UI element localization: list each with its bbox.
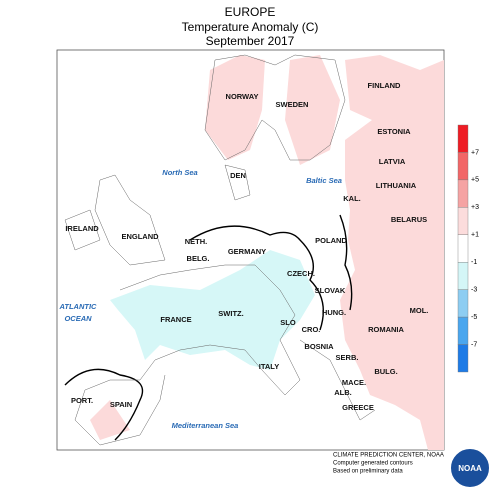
country-label: DEN	[230, 171, 246, 180]
legend-swatch	[457, 289, 469, 318]
legend-label: +7	[471, 149, 479, 156]
sea-label: North Sea	[162, 168, 197, 177]
country-label: SWITZ.	[218, 309, 243, 318]
footer-line: Computer generated contours	[333, 461, 413, 467]
legend-label: +3	[471, 204, 479, 211]
sea-label: Mediterranean Sea	[172, 421, 239, 430]
coastlines	[64, 54, 376, 446]
country-label: SLOVAK	[315, 286, 346, 295]
country-label: ROMANIA	[368, 325, 404, 334]
contours	[64, 214, 353, 441]
country-label: POLAND	[315, 236, 347, 245]
legend-swatch	[457, 262, 469, 290]
legend-swatch	[457, 234, 469, 263]
legend-swatch	[457, 179, 469, 208]
country-label: LATVIA	[379, 157, 406, 166]
legend-label: +5	[471, 177, 479, 184]
country-label: BELARUS	[391, 215, 427, 224]
legend-swatch	[457, 344, 469, 373]
country-label: SWEDEN	[276, 100, 309, 109]
country-label: MOL.	[410, 306, 429, 315]
country-label: SPAIN	[110, 400, 132, 409]
sea-label: ATLANTIC OCEAN	[59, 302, 98, 323]
legend-label: -5	[471, 314, 477, 321]
logo-text: NOAA	[458, 464, 482, 473]
title-line: EUROPE	[225, 5, 276, 19]
country-label: GREECE	[342, 403, 374, 412]
legend-swatch	[457, 316, 469, 345]
country-label: SLO	[280, 318, 296, 327]
legend-label: -1	[471, 259, 477, 266]
country-label: HUNG.	[322, 308, 346, 317]
legend-swatch	[457, 124, 469, 153]
legend-label: -7	[471, 341, 477, 348]
footer-line: Based on preliminary data	[333, 469, 403, 475]
country-label: ITALY	[259, 362, 279, 371]
legend-label: +1	[471, 232, 479, 239]
country-label: ESTONIA	[377, 127, 411, 136]
sea-label: Baltic Sea	[306, 176, 342, 185]
country-label: FRANCE	[160, 315, 191, 324]
country-label: SERB.	[336, 353, 359, 362]
country-label: BOSNIA	[304, 342, 334, 351]
country-label: BELG.	[187, 254, 210, 263]
country-label: LITHUANIA	[376, 181, 417, 190]
legend-swatch	[457, 207, 469, 235]
country-label: KAL.	[343, 194, 361, 203]
country-label: NETH.	[185, 237, 208, 246]
country-label: IRELAND	[65, 224, 99, 233]
country-label: BULG.	[374, 367, 397, 376]
title-line: Temperature Anomaly (C)	[182, 20, 319, 34]
legend-swatch	[457, 152, 469, 181]
country-label: FINLAND	[368, 81, 401, 90]
legend-label: -3	[471, 287, 477, 294]
noaa-logo	[449, 447, 491, 489]
country-label: PORT.	[71, 396, 93, 405]
country-label: GERMANY	[228, 247, 266, 256]
country-label: ALB.	[334, 388, 352, 397]
country-label: NORWAY	[226, 92, 259, 101]
country-label: CZECH.	[287, 269, 315, 278]
country-label: MACE.	[342, 378, 366, 387]
anomaly-shading	[90, 55, 444, 450]
country-label: CRO.	[302, 325, 321, 334]
title-line: September 2017	[206, 34, 295, 48]
country-label: ENGLAND	[121, 232, 159, 241]
footer-line: CLIMATE PREDICTION CENTER, NOAA	[333, 453, 444, 459]
